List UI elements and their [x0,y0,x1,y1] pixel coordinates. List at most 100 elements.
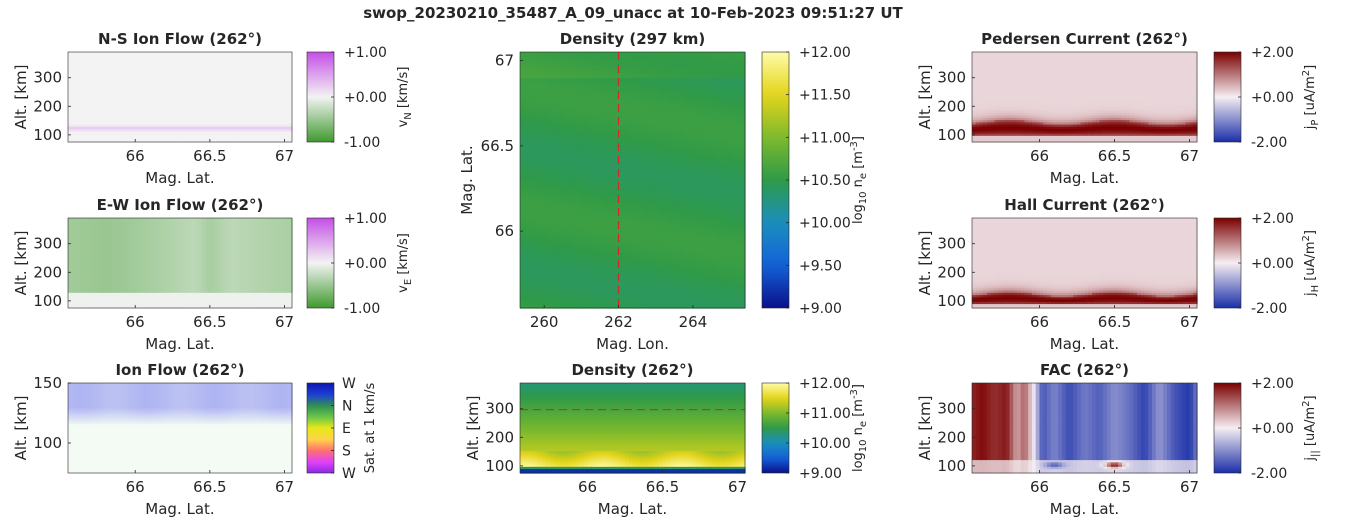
heatmap-cell [154,52,158,55]
heatmap-cell [258,218,262,221]
heatmap-cell [117,218,121,221]
panel-ns-ion-flow: 66 66.5 67100200300N-S Ion Flow (262°)Mag.… [12,30,414,187]
heatmap-cell [232,218,236,221]
heatmap-cell [161,52,165,55]
heatmap-cell [135,218,139,221]
heatmap-cell [217,218,221,221]
panel-title: E-W Ion Flow (262°) [97,196,264,214]
heatmap-cell [199,52,203,55]
heatmap-cell [270,52,274,55]
heatmap-cell [270,218,274,221]
heatmap-cell [173,218,177,221]
figure-title: swop_20230210_35487_A_09_unacc at 10-Feb… [363,4,903,22]
x-tick-label: 66.5 [193,147,226,165]
heatmap-cell [105,52,109,55]
y-axis-label: Alt. [km] [12,65,30,130]
panel-title: N-S Ion Flow (262°) [98,30,262,48]
heatmap-cell [255,52,259,55]
heatmap-cell [131,52,135,55]
heatmap-cell [251,52,255,55]
heatmap-cell [90,52,94,55]
y-tick-label: 100 [33,292,62,310]
heatmap-cell [94,52,98,55]
heatmap-cell [94,218,98,221]
heatmap-cell [109,218,113,221]
heatmap-cell [98,52,102,55]
heatmap-cell [266,52,270,55]
y-tick-label: 100 [33,126,62,144]
heatmap-cell [161,218,165,221]
heatmap-cell [68,383,72,386]
heatmap-cell [202,218,206,221]
heatmap-cell [195,218,199,221]
y-tick-label: 300 [33,69,62,87]
heatmap-cell [255,218,259,221]
colorbar-label: vN [km/s] [396,67,414,128]
x-axis-label: Mag. Lat. [145,335,214,353]
x-tick-label: 66 [126,313,145,331]
colorbar-tick-label: -1.00 [344,301,380,317]
heatmap-cell [173,52,177,55]
colorbar-tick-label: +0.00 [344,90,387,106]
heatmap-cell [87,218,91,221]
heatmap-cell [277,52,281,55]
heatmap-cell [105,218,109,221]
colorbar [307,52,334,142]
heatmap-cell [251,218,255,221]
heatmap-cell [240,52,244,55]
heatmap-cell [98,218,102,221]
heatmap-cell [83,52,87,55]
colorbar-tick-label: +1.00 [344,211,387,227]
heatmap-cell [180,52,184,55]
y-tick-label: 200 [33,97,62,115]
heatmap-cell [285,218,289,221]
heatmap-cell [281,52,285,55]
heatmap-cell [210,218,214,221]
heatmap-cell [128,52,132,55]
colorbar [307,218,334,308]
colorbar-tick-label: +0.00 [344,256,387,272]
heatmap-cell [72,218,76,221]
y-tick-label: 300 [33,235,62,253]
heatmap-cell [158,52,162,55]
heatmap-cell [72,383,76,386]
colorbar-tick-label: -1.00 [344,135,380,151]
heatmap-cell [143,218,147,221]
heatmap-cell [243,52,247,55]
heatmap-cell [113,218,117,221]
heatmap-cell [187,218,191,221]
heatmap-cell [83,218,87,221]
heatmap-cell [180,218,184,221]
heatmap-cell [225,52,229,55]
colorbar-label: vE [km/s] [396,233,414,293]
heatmap-cell [277,218,281,221]
heatmap-cell [243,218,247,221]
heatmap-cell [236,52,240,55]
heatmap-cell [199,218,203,221]
x-tick-label: 66 [126,147,145,165]
y-axis-label: Alt. [km] [12,231,30,296]
heatmap-cell [176,218,180,221]
heatmap-cell [79,52,83,55]
heatmap-cell [79,218,83,221]
heatmap-cell [135,52,139,55]
heatmap-cell [221,52,225,55]
heatmap-cell [68,52,72,55]
heatmap-cell [102,52,106,55]
heatmap-cell [225,218,229,221]
heatmap-cell [165,52,169,55]
heatmap-cell [229,52,233,55]
heatmap-cell [169,52,173,55]
heatmap-cell [187,52,191,55]
heatmap-cell [102,218,106,221]
heatmap-cell [191,52,195,55]
heatmap-cell [232,52,236,55]
heatmap-cell [258,52,262,55]
heatmap-cell [214,52,218,55]
heatmap-cell [139,52,143,55]
y-tick-label: 200 [33,263,62,281]
heatmap-cell [87,52,91,55]
heatmap-cell [128,218,132,221]
heatmap-cell [154,218,158,221]
